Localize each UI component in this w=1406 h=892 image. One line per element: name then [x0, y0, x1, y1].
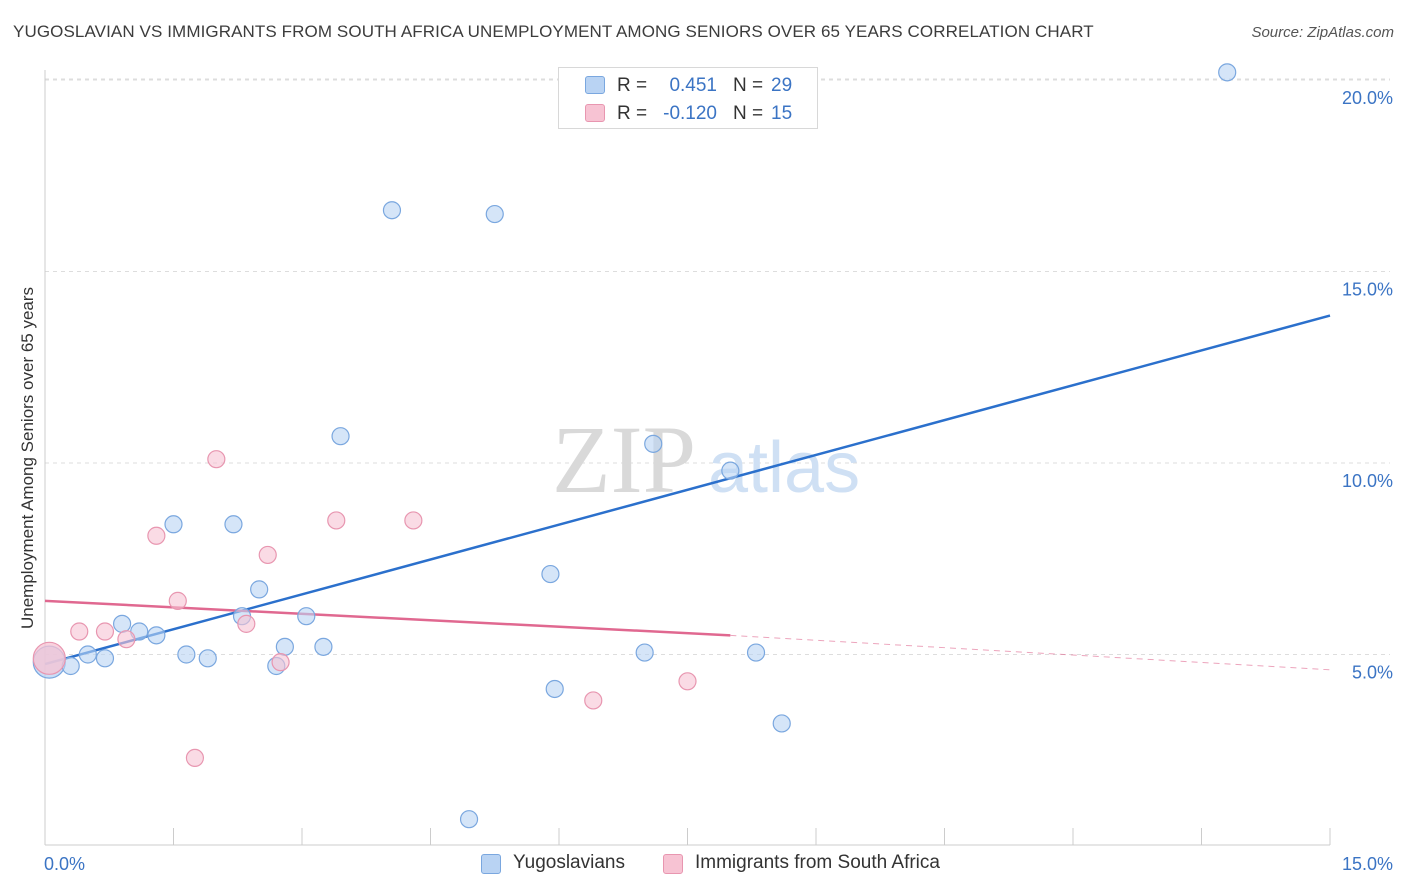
- y-tick-label: 10.0%: [1342, 471, 1393, 491]
- blue-swatch: [481, 854, 501, 874]
- point-yugoslavians: [382, 201, 402, 220]
- point-yugoslavians: [746, 643, 766, 662]
- source-label: Source: ZipAtlas.com: [1251, 24, 1394, 41]
- trend-line-south-africa: [44, 599, 731, 637]
- point-south-africa: [584, 691, 603, 710]
- watermark-zip: ZIP: [552, 406, 696, 513]
- point-south-africa: [404, 511, 423, 530]
- point-yugoslavians: [485, 204, 504, 224]
- point-south-africa: [271, 653, 290, 672]
- point-yugoslavians: [78, 645, 97, 664]
- point-yugoslavians: [198, 649, 217, 668]
- point-yugoslavians: [772, 714, 791, 733]
- point-yugoslavians: [721, 461, 740, 480]
- y-tick-label: 20.0%: [1342, 88, 1393, 108]
- point-yugoslavians: [644, 434, 663, 453]
- gridlines: [45, 78, 1390, 655]
- point-south-africa: [185, 748, 205, 768]
- blue-swatch: [585, 76, 605, 94]
- point-yugoslavians: [1218, 63, 1237, 82]
- point-yugoslavians: [297, 607, 316, 626]
- point-yugoslavians: [541, 564, 560, 584]
- x-tick-label-left: 0.0%: [44, 854, 85, 874]
- n-value: 29: [771, 75, 793, 96]
- y-tick-label: 15.0%: [1342, 280, 1393, 300]
- point-south-africa: [32, 641, 66, 675]
- stats-box: R = 0.451 N = 29 R = -0.120 N = 15: [558, 67, 818, 129]
- point-yugoslavians: [545, 679, 564, 699]
- stats-row-south-africa: R = -0.120 N = 15: [559, 100, 817, 128]
- r-value: -0.120: [663, 103, 717, 124]
- point-yugoslavians: [314, 637, 333, 656]
- point-south-africa: [70, 622, 89, 641]
- point-yugoslavians: [224, 515, 243, 534]
- point-south-africa: [168, 591, 187, 610]
- point-south-africa: [147, 526, 166, 545]
- y-tick-label: 5.0%: [1352, 663, 1393, 683]
- x-tick-label-right: 15.0%: [1342, 854, 1393, 874]
- n-label: N =: [733, 103, 764, 124]
- tick-labels: 5.0% 10.0% 15.0% 20.0% 0.0% 15.0%: [44, 88, 1393, 874]
- point-south-africa: [678, 672, 697, 691]
- r-label: R =: [617, 103, 648, 124]
- point-south-africa: [237, 614, 256, 633]
- watermark: ZIP atlas: [552, 406, 860, 513]
- n-label: N =: [733, 75, 764, 96]
- data-points: [32, 63, 1237, 829]
- point-south-africa: [327, 511, 346, 530]
- point-south-africa: [95, 622, 115, 641]
- pink-swatch: [663, 854, 683, 874]
- legend: Yugoslavians Immigrants from South Afric…: [0, 852, 1406, 878]
- pink-swatch: [585, 104, 605, 122]
- legend-label: Yugoslavians: [513, 852, 625, 873]
- point-yugoslavians: [112, 614, 132, 633]
- trend-line-yugoslavians: [44, 314, 1331, 666]
- stats-row-yugoslavians: R = 0.451 N = 29: [559, 72, 817, 100]
- point-yugoslavians: [275, 637, 294, 656]
- chart-title: YUGOSLAVIAN VS IMMIGRANTS FROM SOUTH AFR…: [13, 22, 1094, 41]
- trend-line-south-africa-extrapolated: [730, 634, 1331, 671]
- trend-lines: [44, 314, 1331, 671]
- point-south-africa: [207, 450, 226, 469]
- axes: [44, 70, 1331, 846]
- point-south-africa: [117, 630, 136, 649]
- point-yugoslavians: [635, 643, 654, 662]
- point-south-africa: [258, 545, 277, 565]
- point-yugoslavians: [147, 626, 166, 645]
- r-label: R =: [617, 75, 648, 96]
- point-yugoslavians: [459, 810, 479, 829]
- legend-label: Immigrants from South Africa: [695, 852, 940, 873]
- point-yugoslavians: [331, 427, 350, 446]
- point-yugoslavians: [164, 515, 183, 534]
- point-yugoslavians: [95, 649, 115, 668]
- point-yugoslavians: [250, 580, 269, 599]
- point-yugoslavians: [177, 645, 196, 664]
- n-value: 15: [771, 103, 793, 124]
- r-value: 0.451: [669, 75, 717, 96]
